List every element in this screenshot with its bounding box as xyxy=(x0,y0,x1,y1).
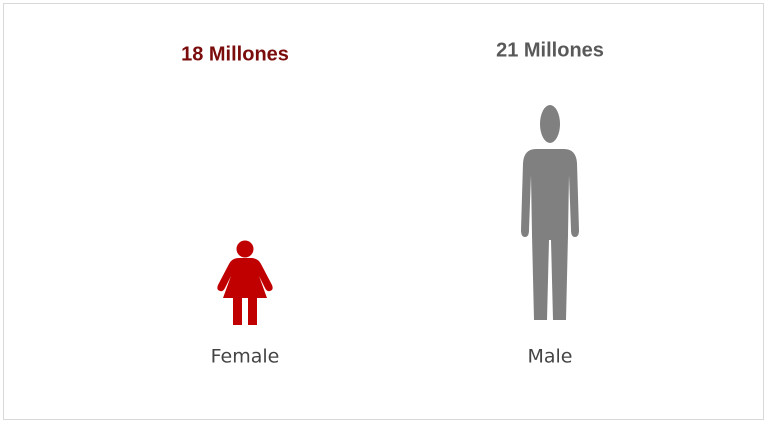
person-icon xyxy=(521,105,579,320)
value-label: 21 Millones xyxy=(496,39,604,61)
category-label: Male xyxy=(527,346,572,368)
icon-head xyxy=(540,105,560,143)
category-label: Female xyxy=(211,346,280,368)
person-icon xyxy=(217,240,273,325)
icon-leg xyxy=(248,297,257,325)
icon-body xyxy=(521,149,579,320)
value-label: 18 Millones xyxy=(181,43,289,65)
icon-head xyxy=(236,240,254,258)
chart-frame xyxy=(3,3,764,420)
icon-body xyxy=(217,258,273,298)
icon-leg xyxy=(233,297,242,325)
